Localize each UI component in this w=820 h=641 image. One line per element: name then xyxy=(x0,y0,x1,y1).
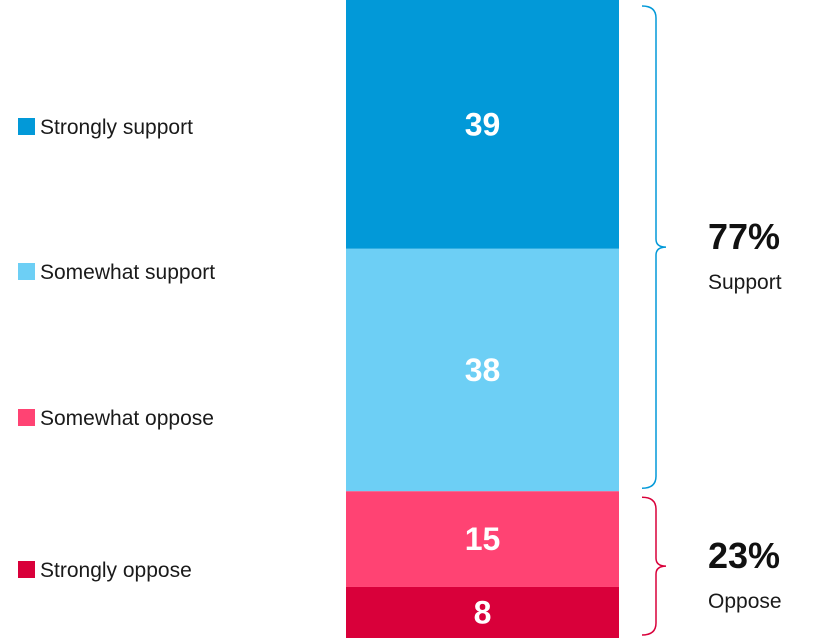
value-label-somewhat-oppose: 15 xyxy=(465,521,501,557)
value-labels: 39 38 15 8 xyxy=(465,106,501,630)
value-label-strongly-support: 39 xyxy=(465,106,501,142)
legend-swatch-strongly-oppose xyxy=(18,561,35,578)
group-label-oppose: Oppose xyxy=(708,590,782,613)
value-label-somewhat-support: 38 xyxy=(465,352,501,388)
group-brackets: 77% Support 23% Oppose xyxy=(641,5,782,636)
legend-label-somewhat-oppose: Somewhat oppose xyxy=(40,407,214,430)
value-label-strongly-oppose: 8 xyxy=(474,594,492,630)
bracket-support xyxy=(641,5,667,490)
legend-label-strongly-support: Strongly support xyxy=(40,116,193,139)
bar-segment-strongly-oppose xyxy=(346,586,619,638)
bar-segment-somewhat-oppose xyxy=(346,491,619,587)
group-total-support: 77% xyxy=(708,216,780,257)
legend: Strongly support Somewhat support Somewhat… xyxy=(18,116,215,582)
bar-segment-somewhat-support xyxy=(346,248,619,492)
bracket-oppose xyxy=(641,496,667,636)
group-label-support: Support xyxy=(708,271,782,294)
legend-label-somewhat-support: Somewhat support xyxy=(40,261,215,284)
stacked-bar xyxy=(346,0,619,638)
legend-swatch-somewhat-oppose xyxy=(18,409,35,426)
group-total-oppose: 23% xyxy=(708,535,780,576)
legend-label-strongly-oppose: Strongly oppose xyxy=(40,559,192,582)
bar-segment-strongly-support xyxy=(346,0,619,249)
legend-swatch-strongly-support xyxy=(18,118,35,135)
legend-swatch-somewhat-support xyxy=(18,263,35,280)
